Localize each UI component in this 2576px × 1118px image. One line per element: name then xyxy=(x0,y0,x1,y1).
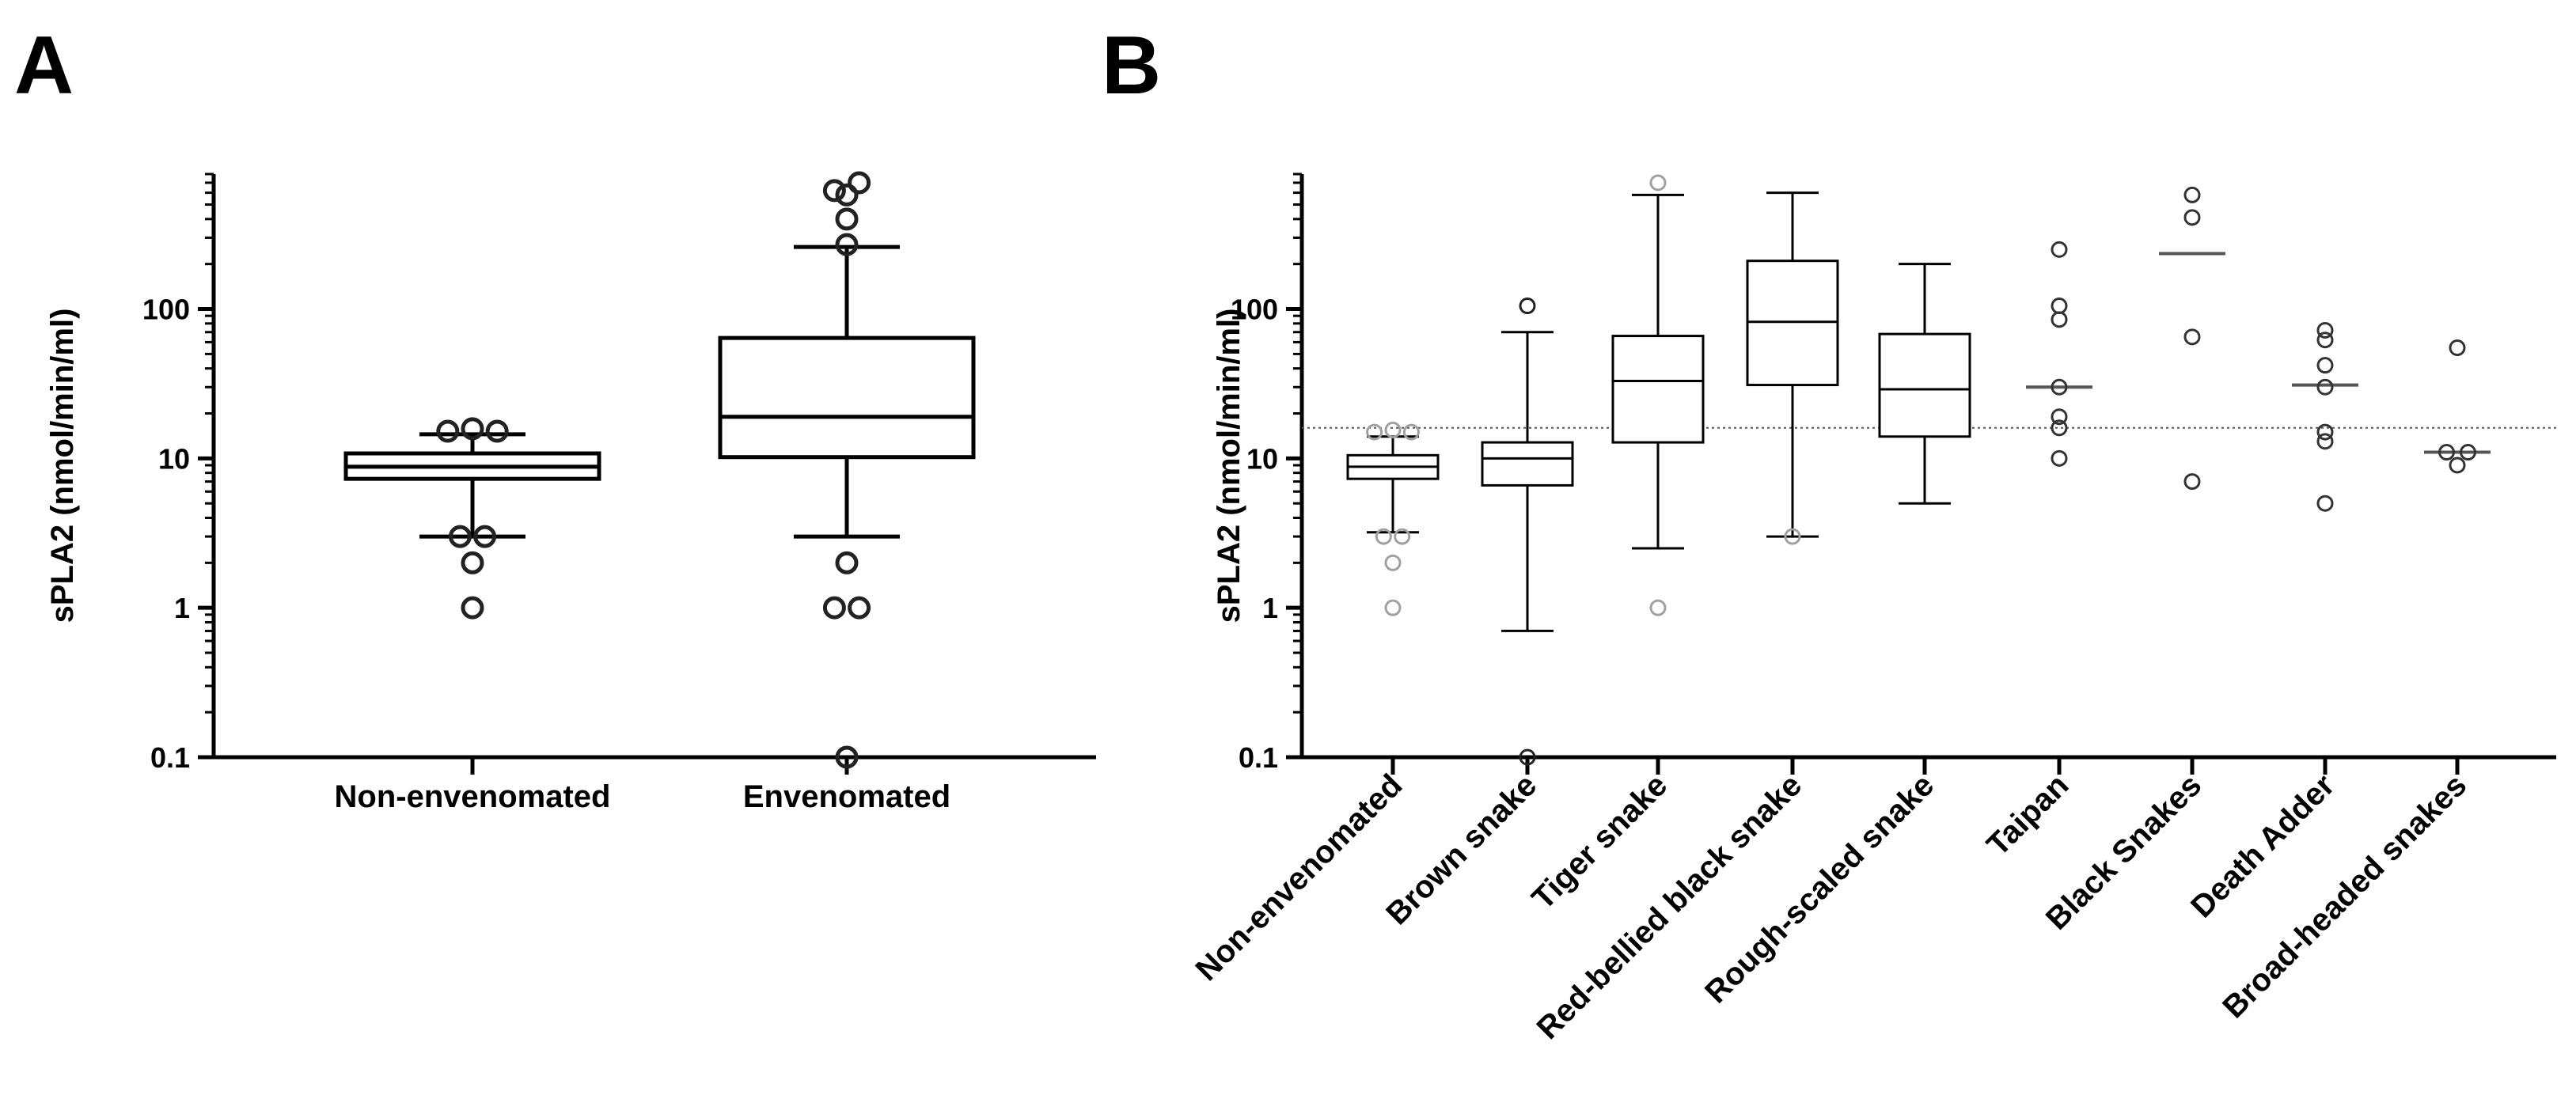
outlier-point xyxy=(1384,421,1402,438)
outlier-point xyxy=(1649,174,1667,191)
data-point xyxy=(2316,332,2334,349)
outlier-point xyxy=(848,596,871,620)
outlier-point xyxy=(835,233,859,256)
y-tick-label: 0.1 xyxy=(1239,741,1278,774)
data-point xyxy=(2316,495,2334,512)
data-point xyxy=(2316,423,2334,441)
panel-a-chart: 0.1 1 10 100 sPLA2 (nmol/min/ml) Non-envenoma… xyxy=(45,171,1096,814)
outlier-point xyxy=(1519,748,1536,766)
y-tick-label: 10 xyxy=(1246,442,1278,475)
outlier-point xyxy=(1375,528,1392,545)
data-point xyxy=(2051,378,2068,396)
x-category-label: Broad-headed snakes xyxy=(2216,767,2473,1025)
data-point xyxy=(2460,444,2476,461)
outlier-point xyxy=(461,551,484,574)
panel-a-letter: A xyxy=(14,20,74,112)
panel-b-letter: B xyxy=(1102,20,1161,112)
outlier-point xyxy=(835,207,859,231)
outlier-point xyxy=(835,183,859,207)
data-point xyxy=(2051,408,2068,426)
outlier-point xyxy=(822,179,846,203)
data-point xyxy=(2316,357,2334,374)
data-point xyxy=(2316,321,2334,339)
x-category-label: Non-envenomated xyxy=(335,779,611,814)
data-point xyxy=(2449,339,2466,357)
y-tick-label: 100 xyxy=(1231,294,1278,326)
outlier-point xyxy=(848,171,871,195)
data-point xyxy=(2449,457,2466,474)
data-point xyxy=(2051,449,2068,467)
data-point xyxy=(2051,419,2068,437)
outlier-point xyxy=(1784,528,1801,545)
outlier-point xyxy=(835,745,859,769)
y-tick-label: 10 xyxy=(158,442,190,475)
outlier-point xyxy=(1519,298,1536,315)
data-point xyxy=(2183,328,2201,346)
outlier-point xyxy=(1402,423,1420,441)
x-category-label: Red-bellied black snake xyxy=(1531,767,1809,1046)
data-point xyxy=(2183,186,2201,203)
data-point xyxy=(2051,241,2068,258)
x-category-label: Rough-scaled snake xyxy=(1698,767,1941,1010)
data-point xyxy=(2051,298,2068,315)
y-axis-title: sPLA2 (nmol/min/ml) xyxy=(45,309,80,623)
box-iqr xyxy=(1878,332,1971,438)
x-category-label: Tiger snake xyxy=(1526,767,1675,916)
outlier-point xyxy=(1394,528,1411,545)
outlier-point xyxy=(1384,599,1402,616)
data-point xyxy=(2438,444,2455,461)
y-tick-label: 1 xyxy=(174,592,190,624)
outlier-point xyxy=(835,551,859,574)
data-point xyxy=(2183,473,2201,491)
box-iqr xyxy=(718,335,976,460)
y-tick-label: 100 xyxy=(142,294,190,326)
data-point xyxy=(2316,378,2334,396)
outlier-point xyxy=(1649,599,1667,616)
data-point xyxy=(2183,209,2201,226)
outlier-point xyxy=(461,417,484,441)
y-tick-label: 1 xyxy=(1262,592,1278,624)
box-iqr xyxy=(1611,335,1705,444)
x-category-label: Envenomated xyxy=(743,779,950,814)
y-tick-label: 0.1 xyxy=(150,741,190,774)
data-point xyxy=(2051,311,2068,328)
outlier-point xyxy=(448,525,472,548)
outlier-point xyxy=(822,596,846,620)
outlier-point xyxy=(1366,423,1383,441)
y-axis-title: sPLA2 (nmol/min/ml) xyxy=(1212,309,1246,623)
x-category-label: Non-envenomated xyxy=(1189,767,1409,987)
outlier-point xyxy=(473,525,497,548)
outlier-point xyxy=(436,419,460,443)
outlier-point xyxy=(1384,554,1402,571)
box-iqr xyxy=(1481,441,1574,487)
outlier-point xyxy=(485,419,509,443)
data-point xyxy=(2316,433,2334,450)
outlier-point xyxy=(461,596,484,620)
x-category-label: Taipan xyxy=(1980,767,2075,862)
